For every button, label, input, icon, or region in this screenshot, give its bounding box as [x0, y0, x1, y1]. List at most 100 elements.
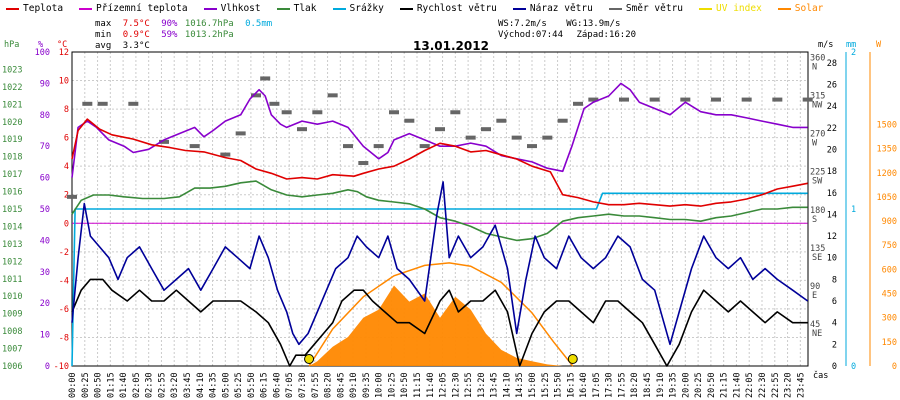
stats-avg-row: avg 3.3°C: [95, 41, 150, 52]
legend-label: UV index: [716, 3, 762, 14]
tick-label-degc: -8: [59, 333, 69, 343]
tick-label-degc: 10: [59, 77, 69, 87]
sun-marker: [304, 354, 315, 364]
series-wind-dir-mark: [260, 76, 271, 81]
tick-label-degc: 6: [64, 134, 69, 144]
series-wind-dir-mark: [588, 97, 599, 102]
stats-max-press: 1016.7hPa: [184, 19, 234, 29]
tick-label-x: 13:45: [490, 372, 500, 398]
series-wind-dir-mark: [358, 161, 369, 166]
tick-label-hpa: 1018: [2, 153, 22, 163]
series-wind-dir-mark: [496, 118, 507, 123]
tick-label-x: 00:25: [81, 372, 91, 398]
series-wind-dir-mark: [220, 152, 231, 157]
legend-swatch: [79, 7, 93, 10]
series-wind-dir-mark: [542, 135, 553, 140]
series-wind-dir-mark: [67, 194, 77, 199]
series-solar-max-line: [308, 262, 574, 367]
tick-label-degc: 12: [59, 48, 69, 58]
legend-item: Směr větru: [603, 3, 683, 14]
tick-label-x: 08:20: [324, 372, 334, 398]
stats-min-temp: 0.9°C: [122, 30, 150, 40]
series-rain-line: [71, 192, 808, 367]
series-wind-dir-mark: [82, 101, 93, 106]
tick-label-x: 22:30: [758, 372, 768, 398]
tick-label-w: 1350: [877, 145, 897, 155]
series-wind-dir-mark: [711, 97, 721, 102]
axis-label-degc: °C: [57, 40, 67, 50]
tick-label-x: 03:45: [183, 372, 193, 398]
legend-item: Vlhkost: [198, 3, 261, 14]
tick-label-x: 06:40: [272, 372, 282, 398]
tick-label-degc: 4: [64, 162, 69, 172]
legend-label: Přízemní teplota: [96, 3, 188, 14]
tick-label-hpa: 1015: [2, 205, 22, 215]
tick-label-x: 02:55: [157, 372, 167, 398]
axis-label-pct: %: [38, 40, 43, 50]
tick-label-x: 17:05: [592, 372, 602, 398]
tick-label-ms: 14: [827, 210, 837, 220]
tick-label-ms: 18: [827, 167, 837, 177]
tick-label-pct: 10: [40, 331, 50, 341]
tick-label-ms: 0: [832, 362, 837, 372]
stats-wind-row: WS:7.2m/s WG:13.9m/s: [498, 19, 620, 30]
tick-label-x: 02:05: [132, 372, 142, 398]
tick-label-x: 10:25: [387, 372, 397, 398]
tick-label-x: 02:30: [145, 372, 155, 398]
series-wind-dir-mark: [128, 101, 139, 106]
sun-marker: [567, 354, 578, 364]
tick-label-x: 14:10: [502, 372, 512, 398]
tick-label-dir-name: NE: [812, 329, 822, 339]
legend-swatch: [203, 7, 217, 10]
series-wind-line: [71, 278, 808, 367]
tick-label-degc: 8: [64, 105, 69, 115]
series-wind-dir-mark: [619, 97, 629, 102]
tick-label-hpa: 1020: [2, 118, 22, 128]
tick-label-x: 12:55: [464, 372, 474, 398]
stats-min-label: min: [95, 30, 112, 40]
stats-sun-row: Východ:07:44 Západ:16:20: [498, 30, 636, 41]
tick-label-degc: 0: [64, 219, 69, 229]
tick-label-x: 17:30: [605, 372, 615, 398]
axis-label-hpa: hPa: [4, 40, 19, 50]
tick-label-degc: -2: [59, 248, 69, 258]
tick-label-pct: 0: [45, 362, 50, 372]
legend-label: Směr větru: [625, 3, 684, 14]
stats-ws: WS:7.2m/s: [498, 19, 547, 29]
tick-label-x: 04:35: [209, 372, 219, 398]
tick-label-dir-name: W: [812, 139, 818, 149]
axis-label-ms: m/s: [818, 40, 833, 50]
tick-label-x: 01:40: [119, 372, 129, 398]
tick-label-x: 19:10: [656, 372, 666, 398]
tick-label-x: 04:10: [196, 372, 206, 398]
tick-label-pct: 80: [40, 111, 50, 121]
tick-label-x: 01:15: [106, 372, 116, 398]
tick-label-ms: 10: [827, 254, 837, 264]
tick-label-x: 20:25: [694, 372, 704, 398]
series-wind-dir-mark: [649, 97, 660, 102]
tick-label-ms: 26: [827, 80, 837, 90]
tick-label-x: 07:55: [311, 372, 321, 398]
tick-label-hpa: 1007: [2, 345, 22, 355]
tick-label-degc: -6: [59, 305, 69, 315]
legend-label: Tlak: [293, 3, 317, 14]
tick-label-x: 18:45: [643, 372, 653, 398]
tick-label-mm: 2: [851, 48, 856, 58]
tick-label-w: 900: [882, 217, 897, 227]
legend-swatch: [777, 7, 791, 10]
tick-label-pct: 60: [40, 174, 50, 184]
series-wind-dir-mark: [802, 97, 813, 102]
tick-label-ms: 20: [827, 145, 837, 155]
tick-label-pct: 90: [40, 79, 50, 89]
stats-avg-temp: 3.3°C: [122, 41, 150, 51]
tick-label-x: 18:20: [630, 372, 640, 398]
legend-label: Solar: [794, 3, 824, 14]
series-wind-dir-mark: [450, 110, 461, 115]
tick-label-x: 21:40: [732, 372, 742, 398]
legend-label: Rychlost větru: [416, 3, 497, 14]
tick-label-x: 14:35: [515, 372, 525, 398]
tick-label-ms: 28: [827, 59, 837, 69]
tick-label-x: 19:35: [669, 372, 679, 398]
tick-label-hpa: 1021: [2, 100, 22, 110]
